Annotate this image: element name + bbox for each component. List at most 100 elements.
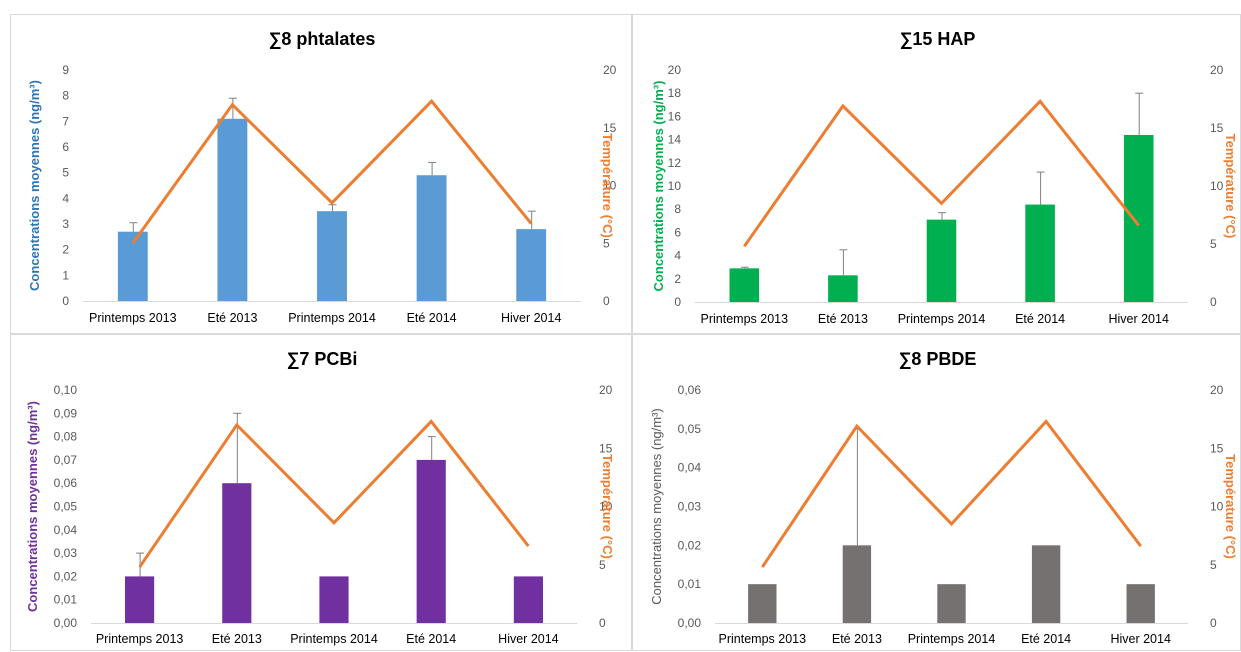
bar [1124, 135, 1154, 302]
left-axis-tick-label: 0,08 [54, 430, 78, 444]
left-axis-tick-label: 8 [62, 89, 69, 103]
right-axis-tick-label: 10 [1210, 500, 1224, 514]
x-axis-category-label: Printemps 2014 [908, 632, 996, 646]
chart-title: ∑7 PCBi [287, 349, 358, 369]
right-axis-tick-label: 20 [1210, 63, 1224, 77]
bar [748, 584, 776, 623]
x-axis-category-label: Eté 2014 [406, 632, 456, 646]
x-axis-category-label: Printemps 2013 [96, 632, 184, 646]
left-axis-tick-label: 12 [668, 156, 682, 170]
chart-title: ∑8 PBDE [899, 349, 977, 369]
x-axis-category-label: Printemps 2014 [290, 632, 378, 646]
chart-panel-phtalates: ∑8 phtalates 0 1 2 3 4 5 6 7 8 9 0 5 10 15 20 Concentrat… [10, 14, 632, 334]
left-axis-tick-label: 7 [62, 114, 69, 128]
x-axis-category-label: Eté 2014 [407, 311, 457, 325]
left-axis-tick-label: 14 [668, 133, 682, 147]
right-axis-tick-label: 5 [1210, 237, 1217, 251]
left-axis-tick-label: 0,01 [678, 577, 702, 591]
left-axis-tick-label: 8 [674, 202, 681, 216]
left-axis-tick-label: 0,04 [678, 461, 702, 475]
bar [417, 175, 447, 301]
x-axis-category-label: Printemps 2014 [898, 312, 986, 326]
chart-panel-pbde: ∑8 PBDE 0,00 0,01 0,02 0,03 0,04 0,05 0,06 0 5 10 1… [632, 334, 1241, 651]
left-axis-tick-label: 0,03 [678, 500, 702, 514]
bar [514, 576, 543, 623]
bar [937, 584, 965, 623]
left-axis-tick-label: 0,00 [54, 616, 78, 630]
left-axis-tick-label: 10 [668, 179, 682, 193]
chart-title: ∑8 phtalates [269, 29, 376, 49]
left-axis-tick-label: 0,01 [54, 593, 78, 607]
right-axis-tick-label: 0 [1210, 295, 1217, 309]
left-axis-tick-label: 0 [62, 294, 69, 308]
left-axis-tick-label: 1 [62, 268, 69, 282]
x-axis-category-label: Eté 2013 [818, 312, 868, 326]
left-axis-tick-label: 6 [674, 225, 681, 239]
right-axis-tick-label: 15 [599, 441, 613, 455]
left-axis-tick-label: 20 [668, 63, 682, 77]
bar [1127, 584, 1155, 623]
right-axis-tick-label: 20 [599, 383, 613, 397]
x-axis-category-label: Eté 2013 [207, 311, 257, 325]
left-axis-tick-label: 2 [62, 243, 69, 257]
left-axis-label: Concentrations moyennes (ng/m³) [649, 408, 664, 605]
bar [319, 576, 348, 623]
left-axis-tick-label: 18 [668, 86, 682, 100]
right-axis-label: Température (°C) [1223, 454, 1238, 559]
left-axis-tick-label: 0,06 [678, 383, 702, 397]
chart-panel-pcbi: ∑7 PCBi 0,00 0,01 0,02 0,03 0,04 0,05 0,06 0,07 0… [10, 334, 632, 651]
right-axis-tick-label: 0 [1210, 616, 1217, 630]
chart-svg-pcbi: ∑7 PCBi 0,00 0,01 0,02 0,03 0,04 0,05 0,06 0,07 0… [11, 335, 633, 652]
left-axis-tick-label: 9 [62, 63, 69, 77]
chart-svg-pbde: ∑8 PBDE 0,00 0,01 0,02 0,03 0,04 0,05 0,06 0 5 10 1… [633, 335, 1241, 652]
left-axis-label: Concentrations moyennes (ng/m³) [27, 80, 42, 291]
bar [730, 268, 760, 302]
x-axis-category-label: Eté 2013 [212, 632, 262, 646]
x-axis-category-label: Hiver 2014 [1110, 632, 1170, 646]
left-axis-tick-label: 0,07 [54, 453, 78, 467]
left-axis-label: Concentrations moyennes (ng/m³) [651, 81, 666, 292]
left-axis-tick-label: 0,06 [54, 476, 78, 490]
right-axis-label: Température (°C) [600, 454, 615, 559]
x-axis-category-label: Hiver 2014 [1108, 312, 1168, 326]
x-axis-category-label: Printemps 2014 [288, 311, 376, 325]
bar [843, 545, 871, 623]
left-axis-tick-label: 4 [674, 249, 681, 263]
x-axis-category-label: Eté 2014 [1015, 312, 1065, 326]
right-axis-tick-label: 10 [1210, 179, 1224, 193]
left-axis-tick-label: 0,04 [54, 523, 78, 537]
right-axis-tick-label: 5 [603, 236, 610, 250]
left-axis-tick-label: 0,00 [678, 616, 702, 630]
chart-svg-phtalates: ∑8 phtalates 0 1 2 3 4 5 6 7 8 9 0 5 10 15 20 Concentrat… [11, 15, 633, 335]
bar [317, 211, 347, 301]
x-axis-category-label: Printemps 2013 [89, 311, 177, 325]
left-axis-tick-label: 0,05 [54, 500, 78, 514]
bar [125, 576, 154, 623]
right-axis-tick-label: 0 [603, 294, 610, 308]
left-axis-tick-label: 4 [62, 191, 69, 205]
x-axis-category-label: Hiver 2014 [498, 632, 558, 646]
bar [1032, 545, 1060, 623]
left-axis-tick-label: 2 [674, 272, 681, 286]
bar [222, 483, 251, 623]
x-axis-category-label: Printemps 2013 [701, 312, 789, 326]
right-axis-tick-label: 15 [1210, 441, 1224, 455]
chart-title: ∑15 HAP [900, 29, 976, 49]
bar [927, 220, 957, 302]
left-axis-tick-label: 0 [674, 295, 681, 309]
temperature-line [140, 421, 529, 567]
left-axis-tick-label: 6 [62, 140, 69, 154]
x-axis-category-label: Eté 2013 [832, 632, 882, 646]
left-axis-tick-label: 3 [62, 217, 69, 231]
right-axis-label: Température (°C) [1223, 134, 1238, 239]
left-axis-tick-label: 0,02 [54, 569, 78, 583]
right-axis-tick-label: 20 [603, 63, 617, 77]
left-axis-label: Concentrations moyennes (ng/m³) [25, 401, 40, 612]
right-axis-tick-label: 5 [1210, 558, 1217, 572]
bar [1025, 205, 1055, 302]
left-axis-tick-label: 5 [62, 166, 69, 180]
bar [217, 119, 247, 301]
left-axis-tick-label: 0,09 [54, 406, 78, 420]
right-axis-tick-label: 5 [599, 558, 606, 572]
bar [516, 229, 546, 301]
